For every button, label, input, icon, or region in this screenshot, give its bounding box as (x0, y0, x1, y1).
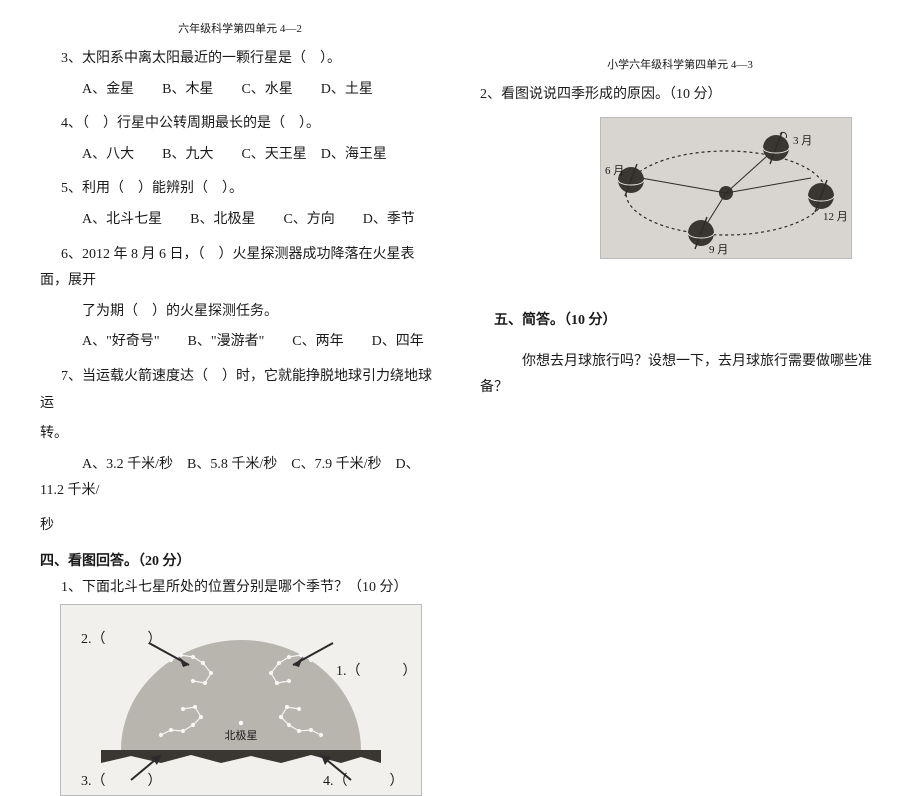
svg-text:4.（ ）: 4.（ ） (323, 773, 404, 789)
right-page-header: 小学六年级科学第四单元 4—3 (480, 56, 880, 72)
section-5-question: 你想去月球旅行吗？设想一下，去月球旅行需要做哪些准备？ (480, 349, 880, 402)
question-7-line1: 7、当运载火箭速度达（ ）时，它就能挣脱地球引力绕地球运 (40, 364, 440, 417)
big-dipper-figure: 北极星 (60, 604, 422, 796)
section-4-q2: 2、看图说说四季形成的原因。（10 分） (480, 82, 880, 109)
left-column: 六年级科学第四单元 4—2 3、太阳系中离太阳最近的一颗行星是（ ）。 A、金星… (40, 20, 440, 630)
question-4-options: A、八大 B、九大 C、天王星 D、海王星 (40, 142, 440, 169)
svg-text:北极星: 北极星 (225, 728, 258, 742)
section-4-title: 四、看图回答。（20 分） (40, 550, 440, 570)
big-dipper-svg: 北极星 (61, 605, 421, 795)
svg-text:3 月: 3 月 (793, 135, 812, 147)
question-6-line1: 6、2012 年 8 月 6 日，（ ）火星探测器成功降落在火星表面，展开 (40, 242, 440, 295)
question-7-options-b: 秒 (40, 513, 440, 540)
svg-text:1.（ ）: 1.（ ） (336, 663, 417, 679)
svg-text:2.（ ）: 2.（ ） (81, 631, 162, 647)
question-6-options: A、"好奇号" B、"漫游者" C、两年 D、四年 (40, 329, 440, 356)
seasons-orbit-figure: 3 月 6 月 9 月 (600, 117, 852, 259)
seasons-orbit-svg: 3 月 6 月 9 月 (601, 118, 851, 258)
question-3: 3、太阳系中离太阳最近的一颗行星是（ ）。 (40, 46, 440, 73)
section-5-title: 五、简答。（10 分） (480, 309, 880, 329)
question-4: 4、（ ）行星中公转周期最长的是（ ）。 (40, 111, 440, 138)
question-3-options: A、金星 B、木星 C、水星 D、土星 (40, 77, 440, 104)
svg-text:3.（ ）: 3.（ ） (81, 773, 162, 789)
question-5-options: A、北斗七星 B、北极星 C、方向 D、季节 (40, 207, 440, 234)
question-7-line2: 转。 (40, 421, 440, 448)
svg-text:6 月: 6 月 (605, 165, 624, 177)
question-6-line2: 了为期（ ）的火星探测任务。 (40, 299, 440, 326)
question-7-options-a: A、3.2 千米/秒 B、5.8 千米/秒 C、7.9 千米/秒 D、11.2 … (40, 452, 440, 505)
svg-text:9 月: 9 月 (709, 244, 728, 256)
left-page-header: 六年级科学第四单元 4—2 (40, 20, 440, 36)
question-5: 5、利用（ ）能辨别（ ）。 (40, 176, 440, 203)
section-4-q1: 1、下面北斗七星所处的位置分别是哪个季节？（10 分） (40, 576, 440, 596)
svg-text:12 月: 12 月 (823, 211, 848, 223)
right-column: 小学六年级科学第四单元 4—3 2、看图说说四季形成的原因。（10 分） (480, 20, 880, 630)
